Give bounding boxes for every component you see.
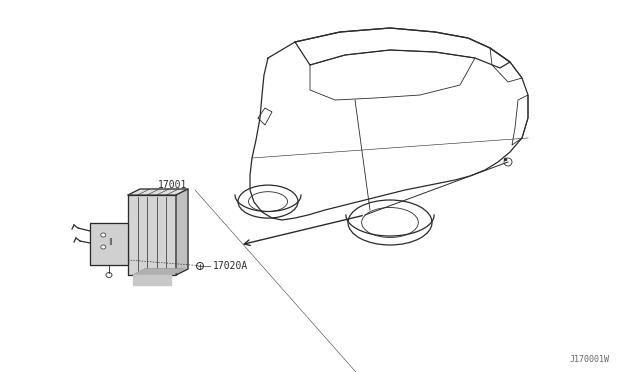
Text: J170001W: J170001W <box>570 355 610 364</box>
Text: ||: || <box>109 237 113 244</box>
Polygon shape <box>128 195 176 275</box>
Ellipse shape <box>101 233 106 237</box>
Polygon shape <box>176 189 188 275</box>
Polygon shape <box>133 275 171 285</box>
Polygon shape <box>128 189 188 195</box>
Text: 17001: 17001 <box>158 180 188 190</box>
Polygon shape <box>133 269 183 275</box>
Text: 17020A: 17020A <box>213 261 248 271</box>
Polygon shape <box>90 223 128 265</box>
Ellipse shape <box>101 245 106 249</box>
